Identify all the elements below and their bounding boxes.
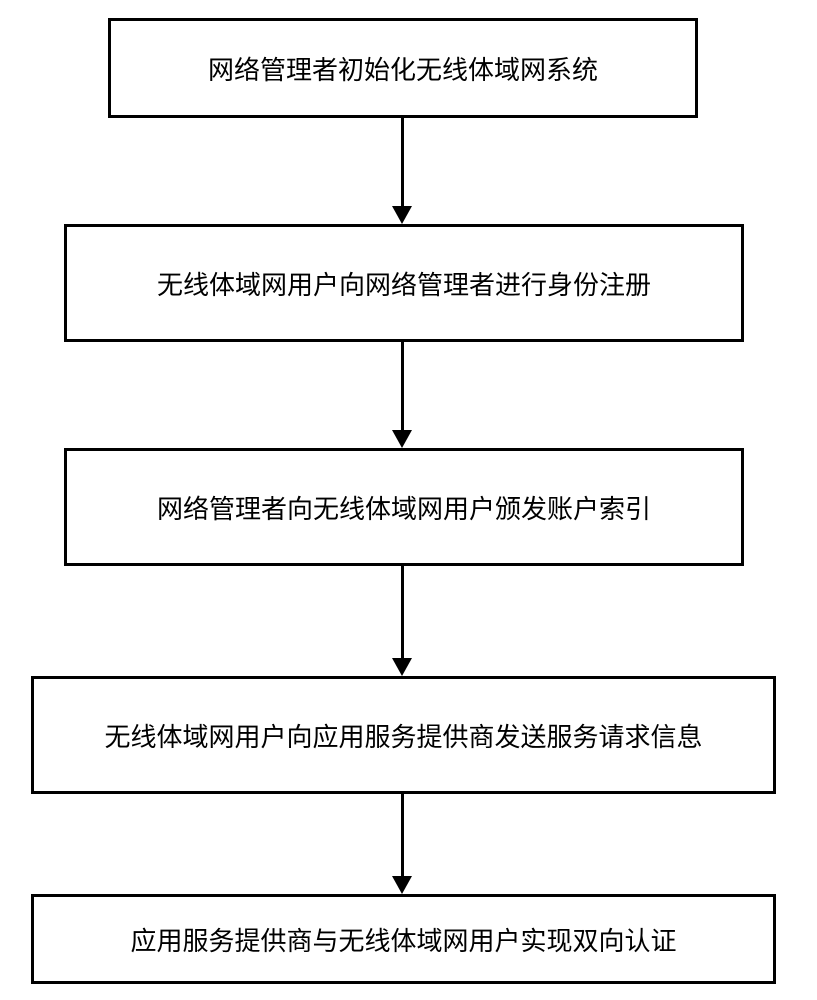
flow-node-label: 无线体域网用户向网络管理者进行身份注册 — [157, 265, 651, 302]
flow-arrow-head — [392, 206, 412, 224]
flow-arrow-head — [392, 430, 412, 448]
flow-arrow-head — [392, 876, 412, 894]
flow-arrow-line — [401, 566, 404, 658]
flow-arrow-line — [401, 794, 404, 876]
flow-node-mutual-auth: 应用服务提供商与无线体域网用户实现双向认证 — [31, 894, 776, 984]
flow-node-label: 应用服务提供商与无线体域网用户实现双向认证 — [130, 921, 676, 958]
flow-node-service-request: 无线体域网用户向应用服务提供商发送服务请求信息 — [31, 676, 776, 794]
flow-node-register: 无线体域网用户向网络管理者进行身份注册 — [64, 224, 744, 342]
flow-arrow-head — [392, 658, 412, 676]
flow-node-label: 无线体域网用户向应用服务提供商发送服务请求信息 — [104, 717, 702, 754]
flow-node-label: 网络管理者向无线体域网用户颁发账户索引 — [157, 489, 651, 526]
flow-arrow-line — [401, 342, 404, 430]
flow-arrow-line — [401, 118, 404, 206]
flow-node-init: 网络管理者初始化无线体域网系统 — [108, 18, 698, 118]
flowchart-container: 网络管理者初始化无线体域网系统 无线体域网用户向网络管理者进行身份注册 网络管理… — [0, 0, 817, 1000]
flow-node-label: 网络管理者初始化无线体域网系统 — [208, 50, 598, 87]
flow-node-issue-index: 网络管理者向无线体域网用户颁发账户索引 — [64, 448, 744, 566]
